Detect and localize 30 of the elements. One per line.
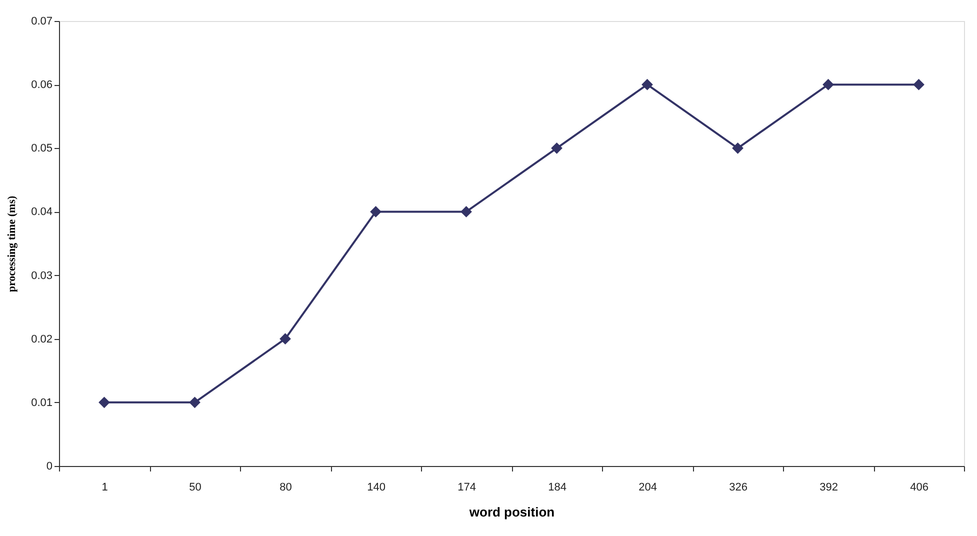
y-tick-label: 0.07 [31, 16, 52, 28]
point [189, 396, 200, 408]
y-tick-label: 0.01 [31, 396, 52, 409]
x-tick-label: 184 [548, 482, 566, 494]
point [913, 78, 924, 90]
x-tick-label: 326 [729, 482, 748, 494]
x-tick-label: 174 [458, 482, 476, 494]
point [370, 206, 382, 218]
y-tick-label: 0 [46, 460, 52, 472]
point [460, 206, 472, 218]
x-tick-label: 406 [910, 482, 928, 494]
y-tick-label: 0.04 [31, 206, 52, 218]
y-axis-title: processing time (ms) [6, 196, 18, 292]
y-tick-label: 0.05 [31, 142, 52, 155]
point [280, 333, 291, 345]
point [642, 78, 653, 90]
x-tick-label: 204 [638, 482, 657, 494]
point [822, 78, 834, 90]
x-tick-label: 140 [367, 482, 386, 494]
x-tick-label: 392 [820, 482, 838, 494]
point [98, 396, 110, 408]
x-tick-label: 50 [189, 482, 202, 494]
point [551, 142, 562, 154]
x-tick-label: 1 [102, 482, 108, 494]
point [732, 142, 744, 154]
x-axis-title: word position [468, 504, 555, 520]
y-tick-label: 0.03 [31, 270, 52, 282]
x-tick-label: 80 [280, 482, 292, 494]
y-tick-label: 0.06 [31, 79, 52, 92]
y-tick-label: 0.02 [31, 333, 52, 346]
